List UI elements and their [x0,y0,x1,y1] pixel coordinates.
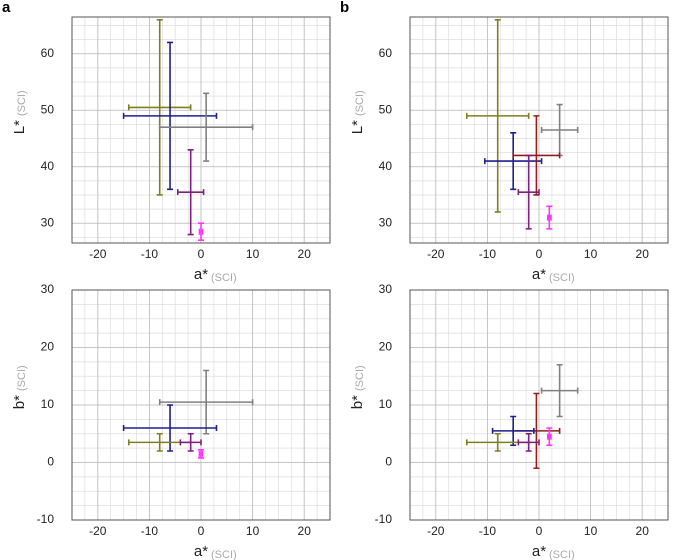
y-tick-label: 40 [379,159,393,173]
y-tick-label: 60 [41,46,55,60]
y-error-bar [546,427,553,447]
x-tick-label: -10 [141,247,159,261]
x-axis-unit: (SCI) [211,272,237,284]
x-tick-label: -20 [89,524,107,538]
y-error-bar [510,415,517,447]
y-tick-label: 20 [41,340,55,354]
x-tick-label: -20 [427,247,445,261]
y-axis-unit: (SCI) [16,90,28,116]
x-tick-label: 0 [536,524,543,538]
plot-frame [409,289,669,521]
y-tick-label: 40 [41,159,55,173]
y-axis-label: L* [11,120,28,134]
x-tick-label: -10 [479,524,497,538]
y-error-bar [198,449,204,459]
plot-frame [409,16,669,244]
y-axis-label-group: L* (SCI) [349,90,366,134]
y-tick-label: 20 [379,340,393,354]
x-axis-label: a* [532,266,546,283]
y-tick-label: 30 [41,215,55,229]
x-axis-unit: (SCI) [549,549,575,560]
x-axis-label: a* [194,543,208,560]
x-tick-label: 20 [298,247,312,261]
x-tick-label: -20 [427,524,445,538]
panel-label: b [340,0,349,16]
y-tick-label: 30 [379,282,393,296]
x-tick-label: 20 [636,524,650,538]
x-tick-label: 20 [298,524,312,538]
y-axis-label-group: L* (SCI) [11,90,28,134]
y-axis-unit: (SCI) [354,90,366,116]
x-tick-label: 0 [536,247,543,261]
y-error-bar [556,363,563,418]
y-error-bar [546,205,553,230]
y-tick-label: 50 [379,102,393,116]
x-axis-label: a* [532,543,546,560]
y-error-bar [187,148,194,236]
y-error-bar [533,392,540,470]
plot-frame [71,16,331,244]
y-axis-label: b* [349,395,366,409]
panel-label: a [2,0,11,16]
x-tick-label: 10 [246,524,260,538]
y-error-bar [156,432,163,452]
y-error-bar [167,404,174,452]
y-error-bar [494,19,501,213]
x-tick-label: -10 [141,524,159,538]
y-tick-label: -10 [375,512,393,526]
y-axis-label: L* [349,120,366,134]
y-axis-label-group: b* (SCI) [349,365,366,409]
y-tick-label: 0 [47,455,54,469]
y-tick-label: 10 [379,397,393,411]
y-error-bar [525,154,532,230]
y-axis-unit: (SCI) [16,365,28,391]
x-tick-label: 0 [198,247,205,261]
y-error-bar [510,132,517,191]
y-error-bar [167,41,174,191]
y-error-bar [198,222,204,241]
y-tick-label: 60 [379,46,393,60]
y-tick-label: 50 [41,102,55,116]
y-error-bar [203,92,210,162]
x-tick-label: -10 [479,247,497,261]
y-error-bar [156,19,163,196]
x-axis-unit: (SCI) [211,549,237,560]
x-tick-label: 10 [584,524,598,538]
y-error-bar [525,432,532,452]
y-error-bar [494,432,501,452]
x-axis-unit: (SCI) [549,272,575,284]
y-error-bar [187,432,194,452]
y-tick-label: 10 [41,397,55,411]
x-tick-label: 10 [246,247,260,261]
y-tick-label: 30 [41,282,55,296]
y-tick-label: 30 [379,215,393,229]
y-axis-unit: (SCI) [354,365,366,391]
x-axis-label: a* [194,266,208,283]
y-axis-label-group: b* (SCI) [11,365,28,409]
x-tick-label: 0 [198,524,205,538]
x-tick-label: -20 [89,247,107,261]
y-axis-label: b* [11,395,28,409]
y-tick-label: 0 [385,455,392,469]
plot-frame [71,289,331,521]
y-tick-label: -10 [37,512,55,526]
y-error-bar [203,369,210,435]
x-tick-label: 20 [636,247,650,261]
x-tick-label: 10 [584,247,598,261]
